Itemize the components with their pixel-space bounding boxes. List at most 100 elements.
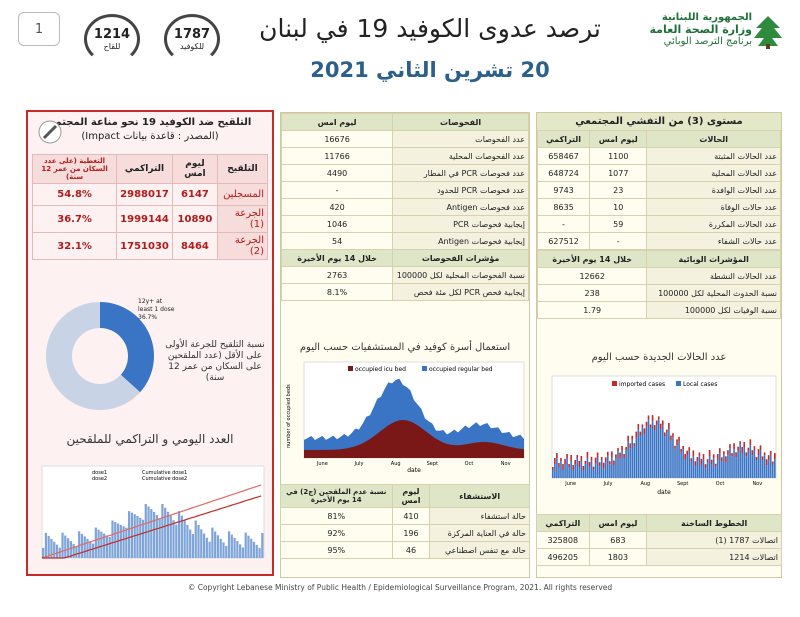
case-label: عدد الحالات المكررة	[646, 215, 781, 233]
table-row: عدد الحالات النشطة 12662	[536, 267, 781, 285]
imported-case-bar	[580, 456, 583, 461]
vacc-bar	[205, 537, 208, 558]
cases-legend-imported-swatch	[612, 381, 617, 386]
cases-panel: مستوى (3) من التفشي المجتمعي الحالات ليوم…	[536, 112, 782, 578]
vacc-bar	[139, 517, 142, 558]
hotline-covid-badge: 1787 للكوفيد	[160, 10, 224, 68]
case-bar	[580, 461, 583, 478]
imported-case-bar	[676, 439, 678, 446]
hosp-xtick: Nov	[501, 461, 511, 467]
vacc-row-cum: 1999144	[116, 205, 173, 233]
vacc-bar	[55, 544, 59, 558]
vaccination-title: التلقيح ضد الكوفيد 19 نحو مناعة المجتمع …	[30, 116, 270, 144]
cases-header-label: الحالات	[646, 130, 781, 148]
vacc-bar	[105, 535, 109, 558]
case-bar	[619, 458, 621, 478]
case-bar	[574, 464, 577, 478]
vacc-bar	[222, 542, 225, 558]
case-day: 10	[589, 198, 648, 216]
imported-case-bar	[771, 461, 774, 465]
vacc-bar	[75, 546, 78, 558]
vacc-bar	[47, 535, 50, 558]
case-bar	[716, 460, 719, 478]
vacc-bar	[241, 547, 245, 558]
case-bar	[698, 455, 701, 478]
case-cum: 627512	[536, 232, 591, 250]
vacc-bar	[111, 520, 114, 558]
case-bar	[613, 465, 615, 478]
imported-case-bar	[645, 421, 648, 427]
vacc-bar	[177, 511, 181, 558]
imported-case-bar	[598, 462, 601, 467]
vacc-bar	[250, 538, 253, 558]
case-bar	[592, 469, 595, 478]
case-bar	[617, 451, 619, 478]
hospital-beds-chart: occupied icu bed occupied regular bed nu…	[286, 361, 525, 474]
imported-case-bar	[631, 435, 634, 440]
table-row: عدد فحوصات PCR للحدود -	[280, 181, 529, 199]
vacc-row-cov: 32.1%	[31, 232, 118, 260]
hosp-day: 196	[391, 524, 431, 542]
imported-case-bar	[586, 451, 589, 458]
vacc-bar	[169, 515, 172, 558]
imported-case-bar	[558, 463, 560, 467]
imported-case-bar	[749, 439, 752, 446]
epi-header-label: المؤشرات الوبائية	[646, 250, 781, 268]
vacc-legend-dose1: dose1	[92, 470, 107, 476]
case-bar	[645, 426, 648, 478]
case-bar	[564, 464, 566, 478]
hotline-day: 1803	[588, 548, 648, 566]
imported-case-bar	[757, 449, 760, 456]
hosp-xtick: July	[354, 461, 364, 467]
imported-case-bar	[696, 457, 699, 461]
case-bar	[637, 429, 640, 478]
case-cum: 8635	[536, 198, 591, 216]
imported-case-bar	[619, 452, 621, 459]
case-bar	[761, 460, 764, 478]
vacc-row-label: المسجلين	[217, 183, 268, 206]
case-bar	[688, 451, 691, 478]
case-bar	[741, 453, 744, 478]
imported-case-bar	[735, 452, 737, 458]
vacc-header-cum: التراكمي	[116, 154, 173, 184]
imported-case-bar	[747, 447, 750, 451]
vacc-bar	[261, 532, 264, 558]
hotline-vaccine-label: للقاح	[103, 42, 121, 51]
imported-case-bar	[743, 442, 746, 447]
case-bar	[751, 455, 754, 478]
hosp-header-day: ليوم امس	[391, 484, 431, 508]
imported-case-bar	[635, 431, 638, 438]
imported-case-bar	[637, 424, 640, 429]
cases-xtick: June	[564, 481, 576, 487]
hotline-header-cum: التراكمي	[536, 514, 590, 532]
cases-xtick: Sept	[677, 481, 688, 487]
imported-case-bar	[588, 461, 591, 467]
imported-case-bar	[564, 459, 566, 464]
case-bar	[641, 427, 644, 478]
case-bar	[560, 461, 562, 478]
table-row: حالة في العناية المركزة 196 92%	[280, 524, 530, 542]
table-row: إيجابية فحوصات PCR 1046	[280, 215, 529, 233]
case-bar	[621, 450, 623, 478]
imported-case-bar	[602, 462, 605, 469]
donut-hole	[72, 328, 128, 384]
case-bar	[737, 450, 739, 478]
imported-case-bar	[753, 446, 756, 451]
case-bar	[578, 467, 581, 478]
vacc-bar	[172, 520, 175, 558]
report-date: 20 تشرين الثاني 2021	[310, 58, 550, 82]
copyright-footer: © Copyright Lebanese Ministry of Public …	[187, 583, 613, 592]
case-bar	[714, 466, 717, 478]
vacc-row-cov: 36.7%	[31, 205, 118, 233]
vacc-bar	[194, 520, 197, 558]
vacc-bar	[225, 545, 228, 558]
imported-case-bar	[615, 454, 617, 459]
vacc-bar	[91, 543, 95, 558]
case-bar	[718, 453, 721, 478]
vacc-bar	[119, 524, 122, 558]
vacc-bar	[141, 519, 145, 558]
epi-value: 238	[536, 284, 648, 302]
hosp-day: 46	[391, 541, 431, 559]
vacc-bar	[175, 524, 178, 558]
hosp-xlabel: date	[407, 467, 421, 474]
